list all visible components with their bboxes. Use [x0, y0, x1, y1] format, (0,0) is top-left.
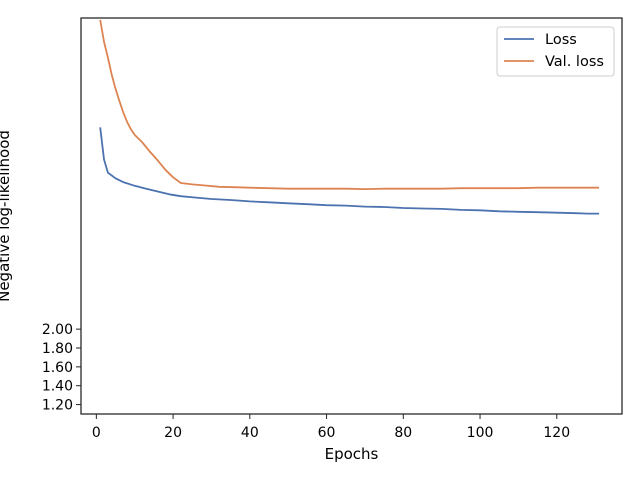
- x-tick-label: 80: [394, 425, 412, 441]
- x-axis: 0 20 40 60 80 100 120: [92, 414, 570, 441]
- x-tick-label: 120: [543, 425, 570, 441]
- series-line-loss: [99, 127, 599, 215]
- legend-label: Loss: [545, 32, 577, 48]
- y-tick-label: 1.80: [42, 341, 73, 357]
- legend-label: Val. loss: [545, 54, 604, 70]
- x-tick-label: 60: [318, 425, 336, 441]
- plot-area: [80, 17, 623, 415]
- x-tick-label: 0: [92, 425, 101, 441]
- x-tick-label: 100: [467, 425, 494, 441]
- y-tick-label: 1.40: [42, 379, 73, 395]
- x-tick-label: 40: [241, 425, 259, 441]
- plot-border: [80, 17, 623, 415]
- y-tick-label: 1.20: [42, 398, 73, 414]
- x-axis-title: Epochs: [325, 445, 379, 463]
- series-line-val-loss: [99, 19, 599, 191]
- legend: Loss Val. loss: [496, 26, 615, 77]
- series-layer: [99, 19, 599, 215]
- y-tick-label: 2.00: [42, 322, 73, 338]
- y-tick-label: 1.60: [42, 360, 73, 376]
- y-axis-title: Negative log-likelihood: [0, 130, 13, 302]
- y-axis: 1.20 1.40 1.60 1.80 2.00: [42, 322, 81, 414]
- x-tick-label: 20: [164, 425, 182, 441]
